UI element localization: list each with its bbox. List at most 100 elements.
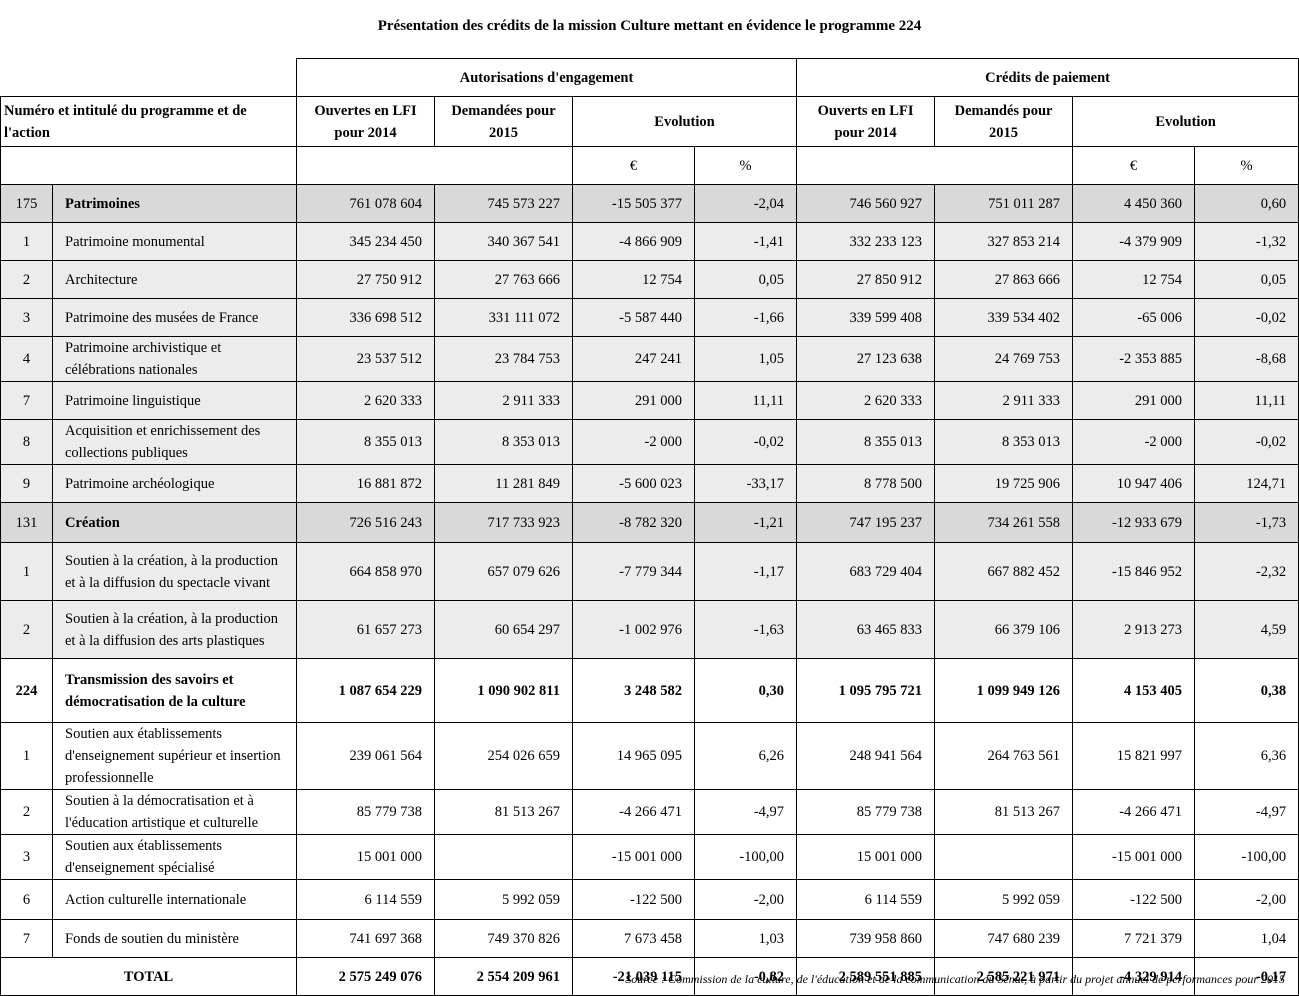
value-cell: -4 379 909 bbox=[1072, 222, 1196, 261]
value-cell: 27 123 638 bbox=[796, 336, 936, 382]
value-cell: 4,59 bbox=[1194, 600, 1299, 659]
value-cell: -15 846 952 bbox=[1072, 542, 1196, 601]
value-cell: -15 001 000 bbox=[1072, 834, 1196, 880]
table-row: 3 Patrimoine des musées de France 336 698 … bbox=[0, 298, 1299, 337]
row-label: Création bbox=[52, 502, 297, 543]
value-cell: 657 079 626 bbox=[434, 542, 573, 601]
row-label: Soutien à la création, à la production e… bbox=[52, 600, 297, 659]
value-cell bbox=[434, 834, 573, 880]
row-label: Patrimoine linguistique bbox=[52, 381, 297, 420]
value-cell: 23 537 512 bbox=[296, 336, 435, 382]
row-label: Patrimoine des musées de France bbox=[52, 298, 297, 337]
value-cell: -2,32 bbox=[1194, 542, 1299, 601]
value-cell: 4 153 405 bbox=[1072, 658, 1196, 723]
value-cell: 345 234 450 bbox=[296, 222, 435, 261]
table-row: 1 Soutien aux établissements d'enseigneme… bbox=[0, 722, 1299, 790]
unit: € bbox=[572, 146, 695, 185]
value-cell: 8 353 013 bbox=[934, 419, 1074, 465]
value-cell: 8 355 013 bbox=[796, 419, 936, 465]
value-cell: -33,17 bbox=[693, 464, 798, 503]
value-cell: 291 000 bbox=[1072, 381, 1196, 420]
value-cell: -2 000 bbox=[1072, 419, 1196, 465]
value-cell: 717 733 923 bbox=[434, 502, 573, 543]
row-label: Soutien aux établissements d'enseignemen… bbox=[52, 834, 297, 880]
row-number: 4 bbox=[0, 336, 53, 382]
value-cell: 81 513 267 bbox=[434, 789, 573, 835]
table-row: 2 Architecture 27 750 912 27 763 666 12 754 0… bbox=[0, 260, 1299, 299]
value-cell: 11 281 849 bbox=[434, 464, 573, 503]
value-cell: 331 111 072 bbox=[434, 298, 573, 337]
group-header: Crédits de paiement bbox=[796, 58, 1299, 97]
value-cell: 7 721 379 bbox=[1072, 919, 1196, 958]
table-row: 131 Création 726 516 243 717 733 923 -8 782 … bbox=[0, 502, 1299, 543]
value-cell: -2 000 bbox=[572, 419, 695, 465]
table-row: 7 Patrimoine linguistique 2 620 333 2 911 3… bbox=[0, 381, 1299, 420]
value-cell: -15 001 000 bbox=[572, 834, 695, 880]
table-row: 175 Patrimoines 761 078 604 745 573 227 -15 … bbox=[0, 184, 1299, 223]
total-value: -21 039 115 bbox=[572, 957, 695, 996]
column-header: Evolution bbox=[571, 96, 798, 147]
value-cell: 239 061 564 bbox=[296, 722, 435, 790]
row-number: 2 bbox=[0, 600, 53, 659]
table-row: 224 Transmission des savoirs et démocrati… bbox=[0, 658, 1299, 723]
value-cell: -4,97 bbox=[693, 789, 798, 835]
value-cell: 5 992 059 bbox=[434, 879, 573, 920]
value-cell: 8 353 013 bbox=[434, 419, 573, 465]
column-header: Ouverts en LFI pour 2014 bbox=[796, 96, 936, 147]
value-cell: -4 866 909 bbox=[572, 222, 695, 261]
credits-table: Autorisations d'engagement Crédits de pa… bbox=[0, 58, 1299, 996]
row-label: Fonds de soutien du ministère bbox=[52, 919, 297, 958]
value-cell: 85 779 738 bbox=[296, 789, 435, 835]
row-label: Architecture bbox=[52, 260, 297, 299]
table-body: Autorisations d'engagement Crédits de pa… bbox=[0, 58, 1299, 996]
row-label: Action culturelle internationale bbox=[52, 879, 297, 920]
table-row: 8 Acquisition et enrichissement des colle… bbox=[0, 419, 1299, 465]
value-cell: 63 465 833 bbox=[796, 600, 936, 659]
row-number: 1 bbox=[0, 222, 53, 261]
row-label: Soutien aux établissements d'enseignemen… bbox=[52, 722, 297, 790]
row-number: 6 bbox=[0, 879, 53, 920]
row-label-header: Numéro et intitulé du programme et de l'… bbox=[0, 96, 297, 147]
value-cell: 1 095 795 721 bbox=[796, 658, 936, 723]
value-cell: -65 006 bbox=[1072, 298, 1196, 337]
value-cell: -7 779 344 bbox=[572, 542, 695, 601]
table-row: 4 Patrimoine archivistique et célébration… bbox=[0, 336, 1299, 382]
value-cell: 1,04 bbox=[1194, 919, 1299, 958]
row-number: 7 bbox=[0, 381, 53, 420]
value-cell: -8 782 320 bbox=[572, 502, 695, 543]
column-header: Evolution bbox=[1072, 96, 1299, 147]
table-row: 6 Action culturelle internationale 6 114 5… bbox=[0, 879, 1299, 920]
value-cell: 745 573 227 bbox=[434, 184, 573, 223]
unit: % bbox=[1194, 146, 1299, 185]
row-label: Patrimoines bbox=[52, 184, 297, 223]
value-cell: 749 370 826 bbox=[434, 919, 573, 958]
value-cell: -1,41 bbox=[693, 222, 798, 261]
value-cell: 0,30 bbox=[693, 658, 798, 723]
table-row: 7 Fonds de soutien du ministère 741 697 36… bbox=[0, 919, 1299, 958]
value-cell: -1,17 bbox=[693, 542, 798, 601]
row-label: Patrimoine monumental bbox=[52, 222, 297, 261]
value-cell: -2,00 bbox=[1194, 879, 1299, 920]
value-cell: 23 784 753 bbox=[434, 336, 573, 382]
value-cell: 1,05 bbox=[693, 336, 798, 382]
total-value: -0,82 bbox=[693, 957, 798, 996]
total-value: -4 329 914 bbox=[1072, 957, 1196, 996]
value-cell: -5 600 023 bbox=[572, 464, 695, 503]
value-cell: 336 698 512 bbox=[296, 298, 435, 337]
value-cell: 24 769 753 bbox=[934, 336, 1074, 382]
value-cell: 27 850 912 bbox=[796, 260, 936, 299]
value-cell: 15 001 000 bbox=[296, 834, 435, 880]
value-cell: -15 505 377 bbox=[572, 184, 695, 223]
unit-row: € % € % bbox=[0, 146, 1299, 185]
empty-cell bbox=[1, 59, 297, 97]
table-row: 1 Soutien à la création, à la production … bbox=[0, 542, 1299, 601]
value-cell: 8 355 013 bbox=[296, 419, 435, 465]
value-cell: 6,26 bbox=[693, 722, 798, 790]
value-cell: 2 911 333 bbox=[934, 381, 1074, 420]
empty-cell bbox=[796, 146, 1074, 185]
row-label: Patrimoine archivistique et célébrations… bbox=[52, 336, 297, 382]
row-number: 131 bbox=[0, 502, 53, 543]
table-row: 1 Patrimoine monumental 345 234 450 340 367… bbox=[0, 222, 1299, 261]
group-header: Autorisations d'engagement bbox=[295, 58, 798, 97]
value-cell: 8 778 500 bbox=[796, 464, 936, 503]
